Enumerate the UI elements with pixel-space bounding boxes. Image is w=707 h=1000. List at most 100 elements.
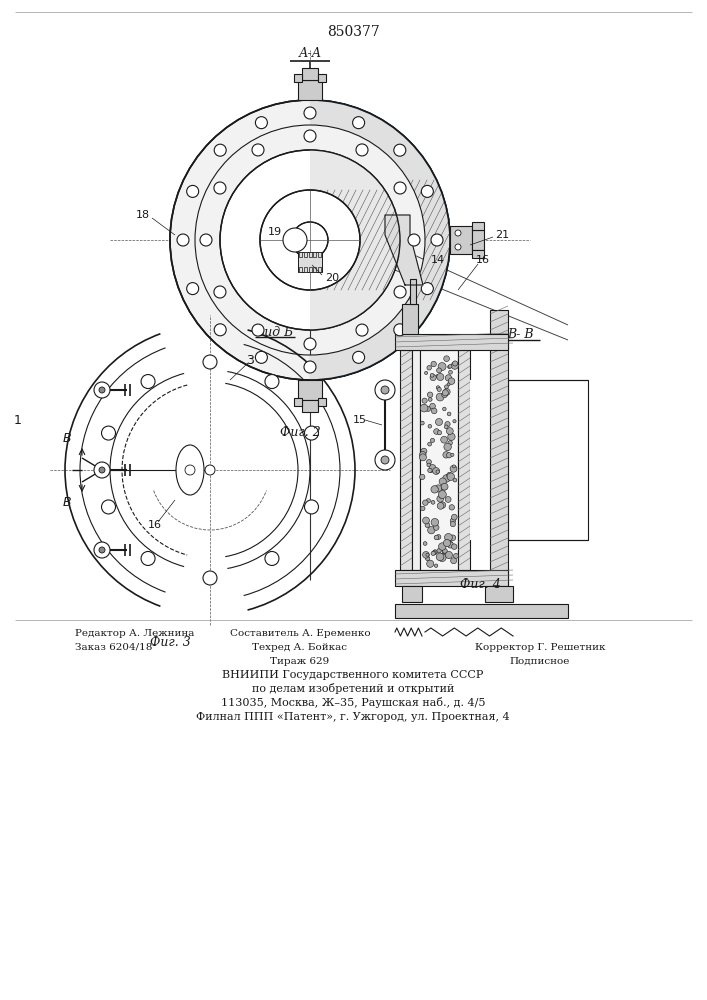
Bar: [470, 380, 490, 540]
Bar: [313, 252, 316, 257]
Circle shape: [265, 551, 279, 565]
Bar: [472, 230, 484, 250]
Circle shape: [442, 485, 447, 490]
Circle shape: [99, 467, 105, 473]
Text: А-А: А-А: [298, 47, 322, 60]
Bar: [420, 350, 458, 570]
Circle shape: [436, 375, 439, 378]
Circle shape: [445, 421, 450, 427]
Circle shape: [200, 234, 212, 246]
Circle shape: [443, 548, 448, 553]
Circle shape: [441, 483, 448, 490]
Bar: [458, 350, 470, 570]
Circle shape: [446, 453, 452, 458]
Circle shape: [439, 502, 445, 508]
Wedge shape: [310, 99, 451, 381]
Circle shape: [394, 144, 406, 156]
Circle shape: [438, 431, 442, 435]
Bar: [304, 267, 307, 272]
Circle shape: [435, 485, 442, 492]
Circle shape: [452, 544, 457, 549]
Circle shape: [356, 144, 368, 156]
Circle shape: [177, 234, 189, 246]
Circle shape: [426, 460, 431, 464]
Bar: [308, 252, 312, 257]
Bar: [395, 604, 568, 618]
Circle shape: [439, 495, 443, 498]
Circle shape: [102, 500, 115, 514]
Circle shape: [450, 522, 455, 527]
Circle shape: [304, 338, 316, 350]
Bar: [308, 267, 312, 272]
Text: 1: 1: [14, 414, 22, 426]
Circle shape: [304, 130, 316, 142]
Text: Тираж 629: Тираж 629: [270, 656, 329, 666]
Circle shape: [444, 425, 448, 429]
Text: 14: 14: [431, 255, 445, 265]
Circle shape: [141, 551, 155, 565]
Circle shape: [438, 554, 446, 562]
Circle shape: [187, 283, 199, 295]
Bar: [294, 74, 302, 82]
Text: Фиг. 2: Фиг. 2: [280, 426, 320, 438]
Bar: [318, 398, 326, 406]
Wedge shape: [310, 150, 400, 330]
Circle shape: [426, 406, 431, 411]
Text: Редактор А. Лежнина: Редактор А. Лежнина: [75, 629, 194, 638]
Bar: [302, 68, 318, 80]
Circle shape: [304, 107, 316, 119]
Circle shape: [448, 555, 451, 558]
Circle shape: [442, 549, 447, 554]
Circle shape: [428, 526, 435, 534]
Bar: [294, 398, 302, 406]
Circle shape: [436, 386, 440, 389]
Circle shape: [440, 436, 448, 443]
Text: 113035, Москва, Ж–35, Раушская наб., д. 4/5: 113035, Москва, Ж–35, Раушская наб., д. …: [221, 698, 485, 708]
Text: 16: 16: [148, 520, 162, 530]
Circle shape: [448, 541, 452, 546]
Circle shape: [102, 426, 115, 440]
Circle shape: [453, 478, 457, 482]
Circle shape: [255, 351, 267, 363]
Circle shape: [214, 324, 226, 336]
Circle shape: [214, 182, 226, 194]
Circle shape: [426, 553, 429, 556]
Circle shape: [381, 386, 389, 394]
Text: Филнал ППП «Патент», г. Ужгород, ул. Проектная, 4: Филнал ППП «Патент», г. Ужгород, ул. Про…: [196, 712, 510, 722]
Circle shape: [214, 144, 226, 156]
Circle shape: [425, 523, 430, 528]
Circle shape: [443, 475, 450, 482]
Circle shape: [436, 535, 441, 539]
Circle shape: [436, 418, 443, 426]
Circle shape: [423, 500, 428, 505]
Circle shape: [99, 387, 105, 393]
Circle shape: [434, 535, 439, 540]
Circle shape: [428, 442, 431, 446]
Circle shape: [436, 393, 444, 401]
Text: 21: 21: [495, 230, 509, 240]
Circle shape: [394, 324, 406, 336]
Text: Заказ 6204/18: Заказ 6204/18: [75, 643, 153, 652]
Circle shape: [431, 361, 436, 367]
Circle shape: [431, 518, 438, 526]
Circle shape: [170, 100, 450, 380]
Circle shape: [305, 426, 318, 440]
Circle shape: [422, 398, 427, 403]
Text: В: В: [63, 432, 71, 444]
Text: 19: 19: [268, 227, 282, 237]
Text: вид Б: вид Б: [257, 326, 293, 338]
Circle shape: [429, 468, 434, 472]
Bar: [450, 226, 472, 254]
Text: 18: 18: [136, 210, 150, 220]
Bar: [490, 310, 508, 590]
Circle shape: [433, 550, 437, 554]
Circle shape: [356, 324, 368, 336]
Circle shape: [448, 542, 453, 548]
Circle shape: [421, 185, 433, 197]
Circle shape: [433, 525, 439, 530]
Circle shape: [420, 404, 428, 412]
Circle shape: [94, 462, 110, 478]
Circle shape: [431, 408, 437, 414]
Bar: [485, 586, 513, 602]
Wedge shape: [310, 149, 401, 331]
